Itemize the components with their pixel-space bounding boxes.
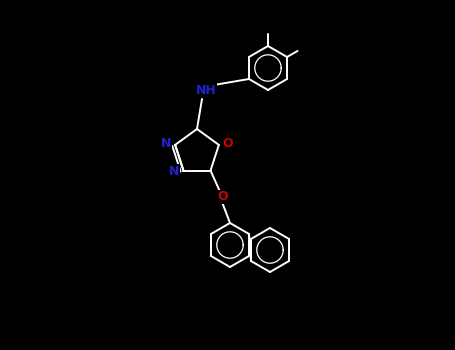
Text: O: O <box>217 190 228 203</box>
Text: N: N <box>169 165 180 178</box>
Text: N: N <box>161 138 172 150</box>
Text: O: O <box>222 138 233 150</box>
Text: NH: NH <box>196 84 217 97</box>
